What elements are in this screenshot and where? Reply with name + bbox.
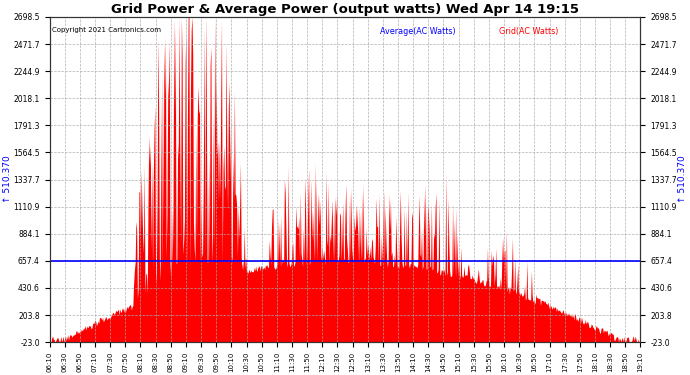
Text: Grid(AC Watts): Grid(AC Watts): [499, 27, 558, 36]
Y-axis label: ↑ 510.370: ↑ 510.370: [3, 156, 12, 203]
Text: Copyright 2021 Cartronics.com: Copyright 2021 Cartronics.com: [52, 27, 161, 33]
Y-axis label: ↑ 510.370: ↑ 510.370: [678, 156, 687, 203]
Title: Grid Power & Average Power (output watts) Wed Apr 14 19:15: Grid Power & Average Power (output watts…: [111, 3, 579, 16]
Text: Average(AC Watts): Average(AC Watts): [380, 27, 456, 36]
